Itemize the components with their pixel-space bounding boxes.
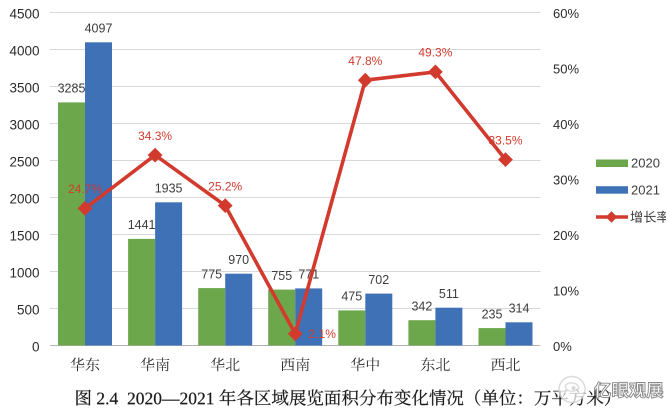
svg-text:40%: 40% bbox=[553, 117, 579, 132]
svg-text:1500: 1500 bbox=[9, 229, 39, 244]
svg-text:511: 511 bbox=[439, 287, 459, 301]
svg-text:20%: 20% bbox=[553, 228, 579, 243]
svg-text:50%: 50% bbox=[553, 62, 579, 77]
svg-text:60%: 60% bbox=[553, 6, 579, 21]
svg-text:47.8%: 47.8% bbox=[348, 54, 382, 68]
svg-text:30%: 30% bbox=[553, 173, 579, 188]
svg-text:1935: 1935 bbox=[155, 182, 183, 196]
svg-text:25.2%: 25.2% bbox=[208, 179, 242, 193]
svg-text:500: 500 bbox=[17, 303, 40, 318]
svg-text:24.7%: 24.7% bbox=[68, 182, 102, 196]
svg-text:314: 314 bbox=[509, 302, 530, 316]
svg-text:0%: 0% bbox=[553, 339, 572, 354]
svg-text:4500: 4500 bbox=[9, 7, 39, 22]
svg-text:10%: 10% bbox=[553, 284, 579, 299]
svg-text:2000: 2000 bbox=[9, 192, 39, 207]
svg-text:2021: 2021 bbox=[631, 182, 660, 197]
svg-text:2020: 2020 bbox=[631, 156, 660, 171]
svg-text:1000: 1000 bbox=[9, 266, 39, 281]
svg-text:702: 702 bbox=[368, 273, 389, 287]
svg-text:33.5%: 33.5% bbox=[488, 133, 522, 147]
svg-text:4000: 4000 bbox=[9, 44, 39, 59]
svg-text:0: 0 bbox=[32, 340, 40, 355]
svg-text:2.1%: 2.1% bbox=[309, 327, 337, 341]
svg-text:3285: 3285 bbox=[58, 82, 86, 96]
svg-text:2500: 2500 bbox=[9, 155, 39, 170]
svg-text:342: 342 bbox=[411, 299, 432, 313]
svg-text:4097: 4097 bbox=[85, 22, 113, 36]
svg-text:49.3%: 49.3% bbox=[418, 46, 452, 60]
svg-text:970: 970 bbox=[228, 253, 249, 267]
svg-text:3500: 3500 bbox=[9, 81, 39, 96]
svg-text:235: 235 bbox=[482, 307, 503, 321]
svg-text:475: 475 bbox=[341, 290, 362, 304]
svg-text:755: 755 bbox=[271, 269, 292, 283]
svg-text:775: 775 bbox=[201, 267, 222, 281]
svg-text:3000: 3000 bbox=[9, 118, 39, 133]
svg-text:1441: 1441 bbox=[128, 218, 156, 232]
svg-text:34.3%: 34.3% bbox=[138, 129, 172, 143]
